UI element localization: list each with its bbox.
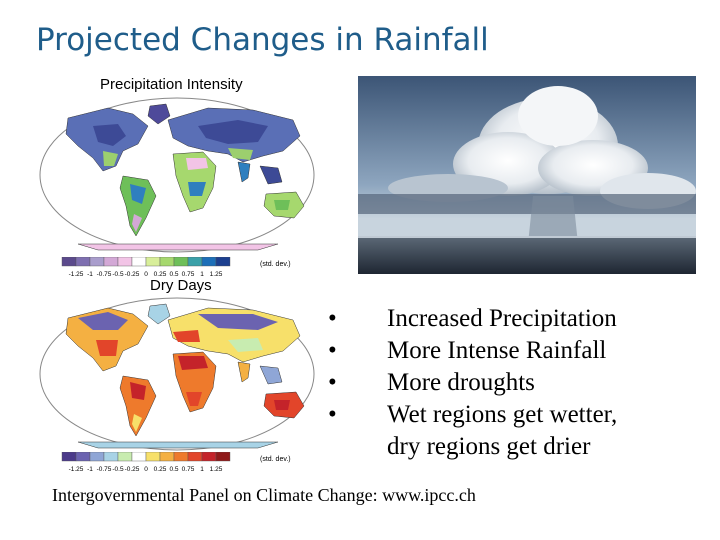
precipitation-intensity-map [38,96,316,254]
colorbar-cell [201,257,217,267]
colorbar-cell [145,257,161,267]
map-label-dry-days: Dry Days [150,277,212,294]
colorbar-cell [215,452,231,462]
list-item: • More Intense Rainfall [328,335,617,367]
source-citation: Intergovernmental Panel on Climate Chang… [52,485,476,505]
colorbar-cell [187,257,203,267]
colorbar-cell [61,452,77,462]
precipitation-intensity-colorbar: -1.25 -1 -0.75 -0.5 -0.25 0 0.25 0.5 0.75 1 1.25 (… [61,257,291,278]
colorbar-tick-label: 0 [144,466,148,473]
colorbar-tick-label: 0.5 [169,271,178,278]
colorbar-unit-label: (std. dev.) [260,456,291,463]
colorbar-tick-label: 0 [144,271,148,278]
thunderstorm-photo [358,76,696,274]
colorbar-cell [215,257,231,267]
bullet-marker: • [328,401,337,428]
colorbar-tick-label: 1.25 [210,271,223,278]
list-item-continuation: dry regions get drier [387,431,617,463]
bullet-text: More Intense Rainfall [387,337,607,364]
colorbar-cell [89,257,105,267]
dry-days-map [38,296,316,452]
colorbar-tick-label: 1 [200,466,204,473]
colorbar-tick-label: -0.75 [97,466,112,473]
colorbar-cell [131,257,147,267]
colorbar-cell [187,452,203,462]
bullet-marker: • [328,369,337,396]
colorbar-tick-label: 1 [200,271,204,278]
colorbar-tick-label: 0.5 [169,466,178,473]
list-item: • Increased Precipitation [328,303,617,335]
colorbar-tick-label: -1.25 [69,271,84,278]
bullet-text: Wet regions get wetter, [387,401,618,428]
colorbar-cell [201,452,217,462]
colorbar-tick-label: -0.75 [97,271,112,278]
colorbar-tick-label: 0.75 [182,466,195,473]
colorbar-tick-label: -1 [87,271,93,278]
colorbar-cell [103,452,119,462]
colorbar-tick-label: 0.25 [154,466,167,473]
colorbar-cell [117,452,133,462]
bullet-marker: • [328,305,337,332]
bullet-text: More droughts [387,369,535,396]
bullet-list: • Increased Precipitation • More Intense R… [328,303,618,463]
list-item: • More droughts [328,367,617,399]
colorbar-tick-label: -1.25 [69,466,84,473]
colorbar-tick-label: 0.25 [154,271,167,278]
colorbar-tick-label: -1 [87,466,93,473]
bullet-marker: • [328,337,337,364]
colorbar-cell [75,257,91,267]
colorbar-tick-label: -0.5 [112,271,124,278]
colorbar-tick-label: 0.75 [182,271,195,278]
colorbar-tick-label: -0.5 [112,466,124,473]
colorbar-cell [117,257,133,267]
colorbar-cell [61,257,77,267]
slide-title: Projected Changes in Rainfall [36,22,489,58]
list-item: • Wet regions get wetter, [328,399,618,431]
bullet-text: Increased Precipitation [387,305,617,332]
colorbar-tick-label: -0.25 [125,271,140,278]
colorbar-cell [131,452,147,462]
dry-days-colorbar: -1.25 -1 -0.75 -0.5 -0.25 0 0.25 0.5 0.75 1 1.25 (… [61,452,291,473]
colorbar-cell [89,452,105,462]
colorbar-cell [159,452,175,462]
bullet-text: dry regions get drier [387,433,591,460]
colorbar-unit-label: (std. dev.) [260,261,291,268]
colorbar-tick-label: -0.25 [125,466,140,473]
colorbar-cell [173,452,189,462]
colorbar-tick-label: 1.25 [210,466,223,473]
colorbar-cell [173,257,189,267]
map-label-precipitation-intensity: Precipitation Intensity [100,76,243,93]
colorbar-cell [75,452,91,462]
colorbar-cell [159,257,175,267]
colorbar-cell [145,452,161,462]
colorbar-cell [103,257,119,267]
